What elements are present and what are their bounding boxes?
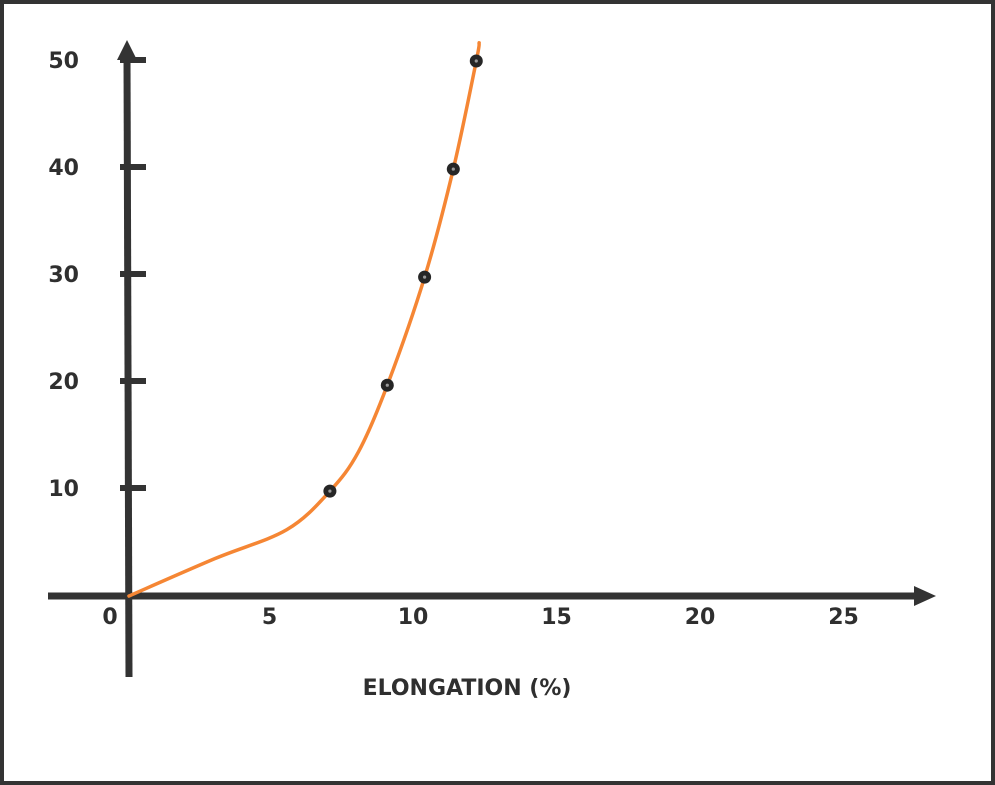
markers xyxy=(323,54,483,498)
y-tick-label: 10 xyxy=(48,477,79,502)
ticks: 10 20 30 40 50 0 5 10 15 20 25 xyxy=(48,49,858,630)
x-tick-label: 10 xyxy=(398,605,429,630)
x-axis-arrow xyxy=(914,586,936,606)
data-curve xyxy=(127,41,481,598)
data-point-highlight xyxy=(451,167,455,171)
y-axis-line xyxy=(123,57,133,678)
y-tick-label: 30 xyxy=(48,263,79,288)
data-point-highlight xyxy=(474,59,478,63)
y-tick-label: 20 xyxy=(48,370,79,395)
x-tick-label: 20 xyxy=(685,605,716,630)
y-tick-label: 40 xyxy=(48,156,79,181)
x-tick-label: 5 xyxy=(262,605,277,630)
data-point-highlight xyxy=(328,489,332,493)
x-tick-label: 25 xyxy=(828,605,859,630)
y-tick-label: 50 xyxy=(48,49,79,74)
x-tick-label: 15 xyxy=(541,605,572,630)
data-point-highlight xyxy=(423,275,427,279)
x-tick-label: 0 xyxy=(102,605,117,630)
series xyxy=(127,41,481,598)
y-axis-arrow xyxy=(117,40,137,60)
x-axis-title: ELONGATION (%) xyxy=(363,676,572,701)
axes xyxy=(48,40,936,678)
data-point-highlight xyxy=(385,383,389,387)
